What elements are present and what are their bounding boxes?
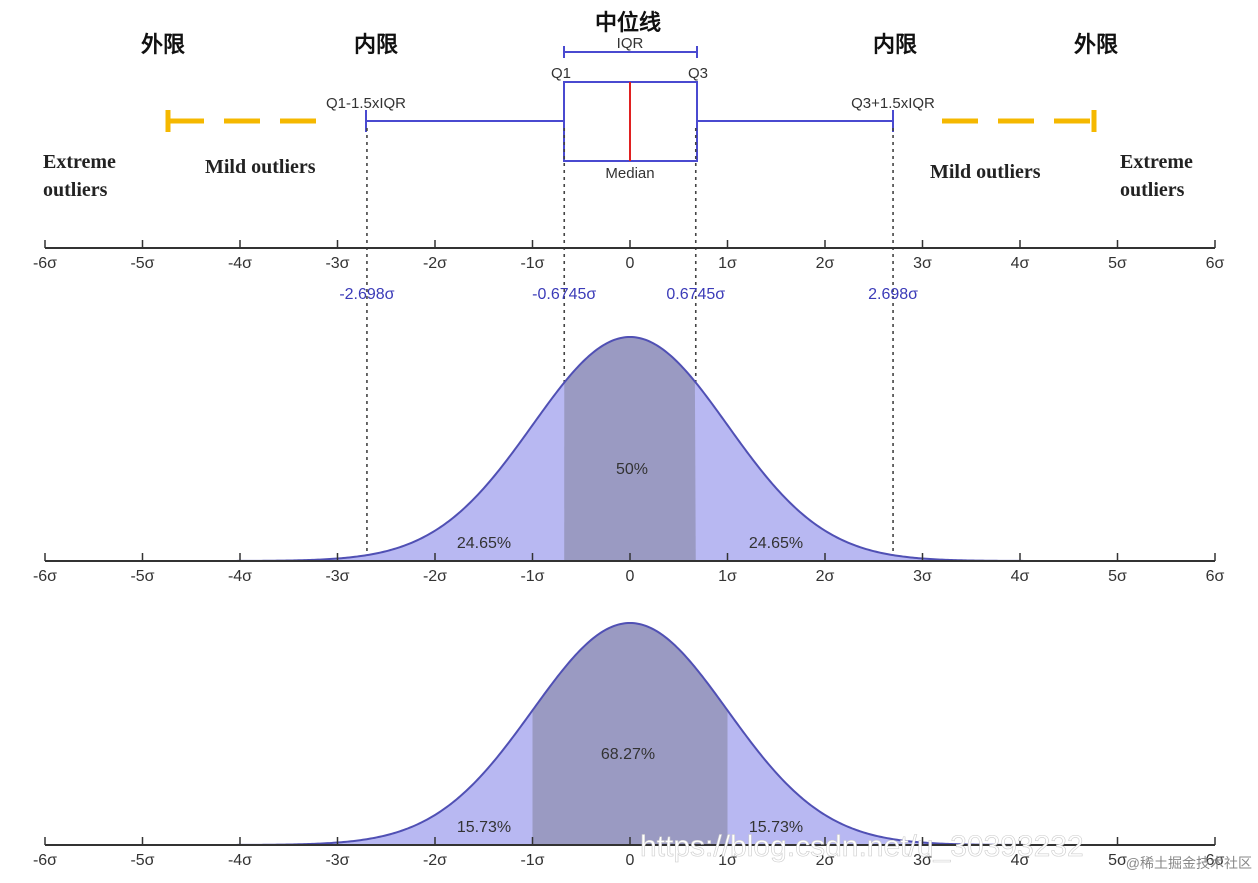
extreme-outliers-right-line2: outliers bbox=[1120, 179, 1185, 201]
curve-2-center-fill bbox=[532, 623, 728, 845]
curve2-center-percent: 68.27% bbox=[601, 746, 655, 763]
axis-3-tick-label: -3σ bbox=[325, 852, 349, 869]
axis-1-tick-label: -2σ bbox=[423, 255, 447, 272]
axis-1-tick-label: 1σ bbox=[718, 255, 737, 272]
axis-1-tick-label: 2σ bbox=[816, 255, 835, 272]
curve-1-center-fill bbox=[564, 337, 696, 561]
outer-fence-right-zh-label: 外限 bbox=[1074, 32, 1118, 58]
sigma-axes: -6σ -5σ -4σ -3σ -2σ -1σ 0 1σ 2σ 3σ 4σ 5σ 6σ -6σ -5σ -4σ… bbox=[33, 240, 1225, 869]
axis-2-tick-label: 4σ bbox=[1011, 568, 1030, 585]
axis-1-tick-label: -1σ bbox=[520, 255, 544, 272]
curve-2-line bbox=[210, 621, 1050, 846]
watermark-source: @稀土掘金技术社区 bbox=[1126, 855, 1252, 871]
axis-2-tick-label: -4σ bbox=[228, 568, 252, 585]
axis-3-tick-label: -2σ bbox=[423, 852, 447, 869]
axis-2-tick-label: -1σ bbox=[520, 568, 544, 585]
axis-2-tick-label: -5σ bbox=[130, 568, 154, 585]
quartile-guide-lines bbox=[366, 128, 894, 561]
median-zh-label: 中位线 bbox=[595, 10, 661, 36]
axis-2-tick-label: 2σ bbox=[816, 568, 835, 585]
upper-fence-label: Q3+1.5xIQR bbox=[851, 95, 935, 112]
axis-1-tick-label: -5σ bbox=[130, 255, 154, 272]
axis-3-tick-label: 2σ bbox=[816, 852, 835, 869]
lower-fence-label: Q1-1.5xIQR bbox=[326, 95, 406, 112]
curve1-left-percent: 24.65% bbox=[457, 535, 511, 552]
curve1-right-percent: 24.65% bbox=[749, 535, 803, 552]
mild-outliers-right: Mild outliers bbox=[930, 161, 1041, 183]
axis-3-tick-label: -1σ bbox=[520, 852, 544, 869]
outlier-range-right bbox=[942, 110, 1097, 132]
axis-3-tick-label: -6σ bbox=[33, 852, 57, 869]
axis-1-tick-label: 3σ bbox=[913, 255, 932, 272]
axis-3-tick-label: -5σ bbox=[130, 852, 154, 869]
watermark-url: https://blog.csdn.net/u_30393232 bbox=[640, 830, 1084, 863]
axis-2-tick-label: 0 bbox=[626, 568, 635, 585]
inner-fence-left-zh-label: 内限 bbox=[354, 33, 398, 58]
axis-1-tick-label: 4σ bbox=[1011, 255, 1030, 272]
axis-1-tick-label: -3σ bbox=[325, 255, 349, 272]
curve2-right-percent: 15.73% bbox=[749, 819, 803, 836]
curve1-center-percent: 50% bbox=[616, 461, 648, 478]
axis-2-tick-label: 5σ bbox=[1108, 568, 1127, 585]
sigma-marker-labels: -2.698σ -0.6745σ 0.6745σ 2.698σ bbox=[339, 286, 918, 303]
outer-fence-left-zh-label: 外限 bbox=[141, 32, 185, 58]
extreme-outliers-right-line1: Extreme bbox=[1120, 151, 1193, 173]
axis-3-tick-label: 3σ bbox=[913, 852, 932, 869]
sigma-marker-label: 2.698σ bbox=[868, 286, 918, 303]
axis-1-tick-label: 5σ bbox=[1108, 255, 1127, 272]
axis-3-tick-label: 0 bbox=[626, 852, 635, 869]
median-label: Median bbox=[605, 165, 654, 182]
extreme-outliers-left-line1: Extreme bbox=[43, 151, 116, 173]
q1-label: Q1 bbox=[551, 65, 571, 82]
axis-1-tick-label: 6σ bbox=[1206, 255, 1225, 272]
normal-curve-quartiles bbox=[210, 335, 1050, 562]
normal-curve-sigma bbox=[210, 621, 1050, 846]
curve-1-line bbox=[210, 335, 1050, 562]
extreme-outliers-left-line2: outliers bbox=[43, 179, 108, 201]
axis-2-tick-label: 3σ bbox=[913, 568, 932, 585]
sigma-marker-label: 0.6745σ bbox=[666, 286, 725, 303]
sigma-marker-label: -2.698σ bbox=[339, 286, 394, 303]
axis-3-tick-label: -4σ bbox=[228, 852, 252, 869]
curve2-left-percent: 15.73% bbox=[457, 819, 511, 836]
axis-1-tick-label: -6σ bbox=[33, 255, 57, 272]
axis-1-tick-label: 0 bbox=[626, 255, 635, 272]
axis-2-tick-label: 1σ bbox=[718, 568, 737, 585]
axis-3-tick-label: 4σ bbox=[1011, 852, 1030, 869]
axis-3-tick-label: 1σ bbox=[718, 852, 737, 869]
axis-3-tick-label: 6σ bbox=[1206, 852, 1225, 869]
axis-3-tick-label: 5σ bbox=[1108, 852, 1127, 869]
inner-fence-right-zh-label: 内限 bbox=[873, 33, 917, 58]
axis-1-tick-label: -4σ bbox=[228, 255, 252, 272]
mild-outliers-left: Mild outliers bbox=[205, 156, 316, 178]
axis-2-tick-label: -2σ bbox=[423, 568, 447, 585]
axis-2-tick-label: -6σ bbox=[33, 568, 57, 585]
axis-2-tick-label: -3σ bbox=[325, 568, 349, 585]
outlier-range-left bbox=[165, 110, 320, 132]
iqr-label: IQR bbox=[617, 35, 644, 52]
axis-2-tick-label: 6σ bbox=[1206, 568, 1225, 585]
q3-label: Q3 bbox=[688, 65, 708, 82]
sigma-marker-label: -0.6745σ bbox=[532, 286, 596, 303]
